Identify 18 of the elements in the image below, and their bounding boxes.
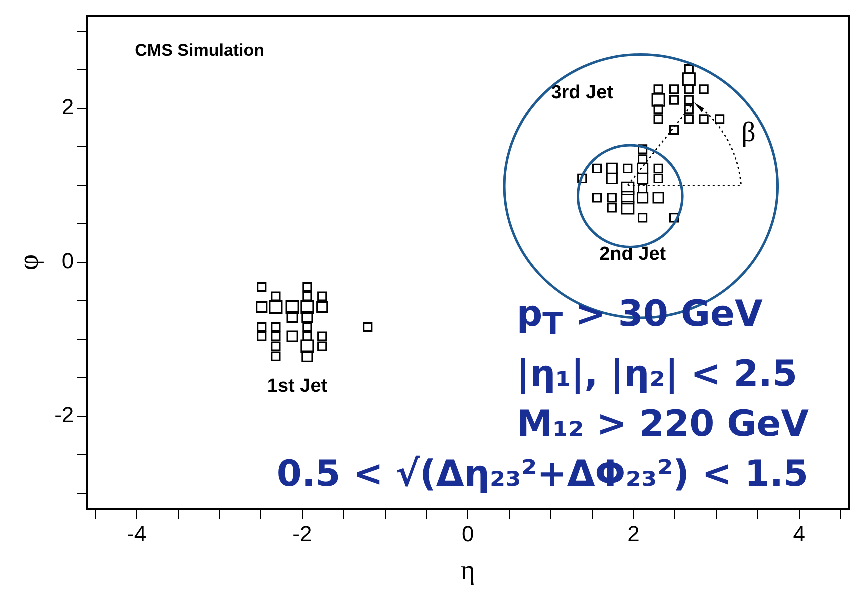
- annotation: 3rd Jet: [551, 82, 614, 104]
- x-tick-label: 4: [793, 521, 806, 546]
- annotation: β: [742, 117, 756, 148]
- y-tick-label: 2: [62, 94, 74, 120]
- x-axis-title: η: [460, 556, 476, 587]
- y-axis-title: φ: [14, 254, 46, 271]
- x-tick-label: -2: [292, 521, 312, 546]
- y-tick-label: -2: [54, 402, 74, 428]
- x-tick-label: -4: [127, 521, 147, 546]
- annotation: |η₁|, |η₂| < 2.5: [516, 353, 798, 398]
- annotation: CMS Simulation: [135, 41, 265, 62]
- annotation: M₁₂ > 220 GeV: [516, 403, 809, 448]
- annotation: 2nd Jet: [600, 244, 667, 266]
- y-tick-label: 0: [62, 248, 74, 274]
- x-tick-label: 2: [628, 521, 640, 546]
- annotation: 1st Jet: [267, 376, 328, 397]
- annotation: 0.5 < √(Δη₂₃²+ΔΦ₂₃²) < 1.5: [276, 453, 809, 498]
- x-tick-label: 0: [462, 521, 474, 546]
